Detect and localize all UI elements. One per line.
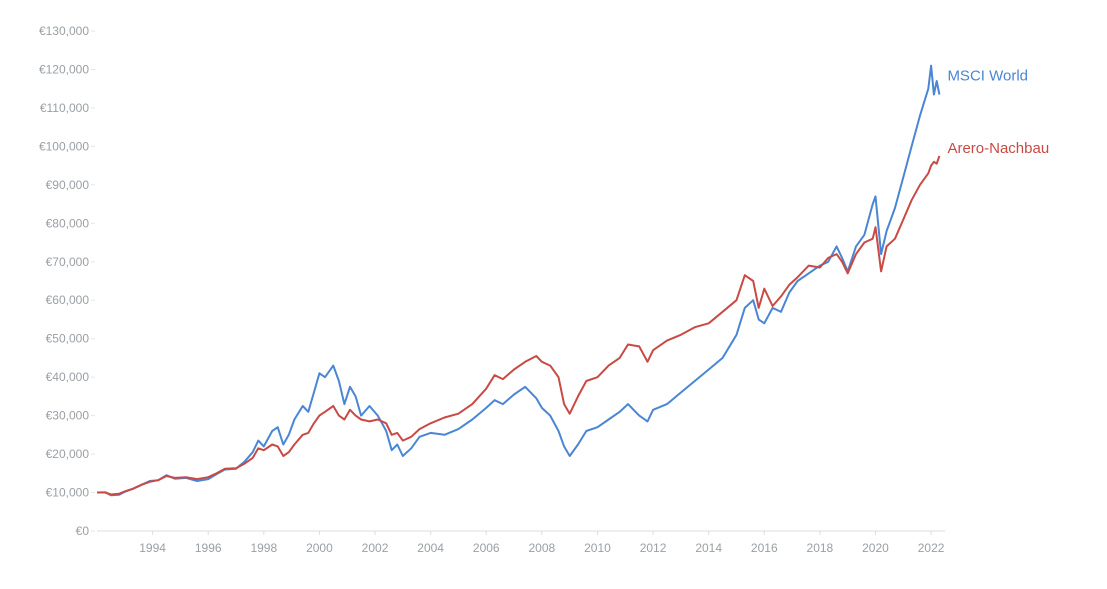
series-label-arero-nachbau: Arero-Nachbau: [947, 140, 1049, 157]
y-tick-label: €20,000: [46, 447, 90, 461]
x-tick-label: 2004: [417, 541, 444, 555]
y-tick-label: €90,000: [46, 178, 90, 192]
x-tick-label: 2016: [751, 541, 778, 555]
x-tick-label: 2022: [918, 541, 945, 555]
series-labels: MSCI World Arero-Nachbau: [947, 67, 1049, 157]
x-tick-label: 1998: [250, 541, 277, 555]
x-tick-label: 2008: [529, 541, 556, 555]
x-tick-label: 2000: [306, 541, 333, 555]
series-label-msci-world: MSCI World: [947, 67, 1028, 84]
y-tick-label: €0: [76, 524, 90, 538]
series-layer: [96, 64, 941, 497]
x-tick-label: 1994: [139, 541, 166, 555]
x-tick-label: 2014: [695, 541, 722, 555]
y-tick-label: €130,000: [39, 24, 89, 38]
y-tick-label: €120,000: [39, 62, 89, 76]
x-tick-label: 2006: [473, 541, 500, 555]
y-tick-label: €30,000: [46, 409, 90, 423]
y-tick-label: €70,000: [46, 255, 90, 269]
series-line-msci-world: [96, 64, 941, 497]
x-tick-label: 2002: [362, 541, 389, 555]
x-tick-label: 2020: [862, 541, 889, 555]
x-tick-label: 2010: [584, 541, 611, 555]
y-axis: €0 €10,000 €20,000 €30,000 €40,000 €50,000 €60…: [39, 24, 95, 538]
x-axis: 1994 1996 1998 2000 2002 2004 2006 2008 2010 2012…: [139, 531, 945, 555]
y-tick-label: €80,000: [46, 216, 90, 230]
y-tick-label: €100,000: [39, 139, 89, 153]
y-tick-label: €50,000: [46, 332, 90, 346]
x-tick-label: 1996: [195, 541, 222, 555]
y-tick-label: €110,000: [40, 101, 89, 115]
x-tick-label: 2012: [640, 541, 667, 555]
y-tick-label: €40,000: [46, 370, 90, 384]
y-tick-label: €60,000: [46, 293, 90, 307]
y-tick-label: €10,000: [46, 486, 90, 500]
series-line-arero-nachbau: [97, 155, 941, 496]
x-tick-label: 2018: [807, 541, 834, 555]
